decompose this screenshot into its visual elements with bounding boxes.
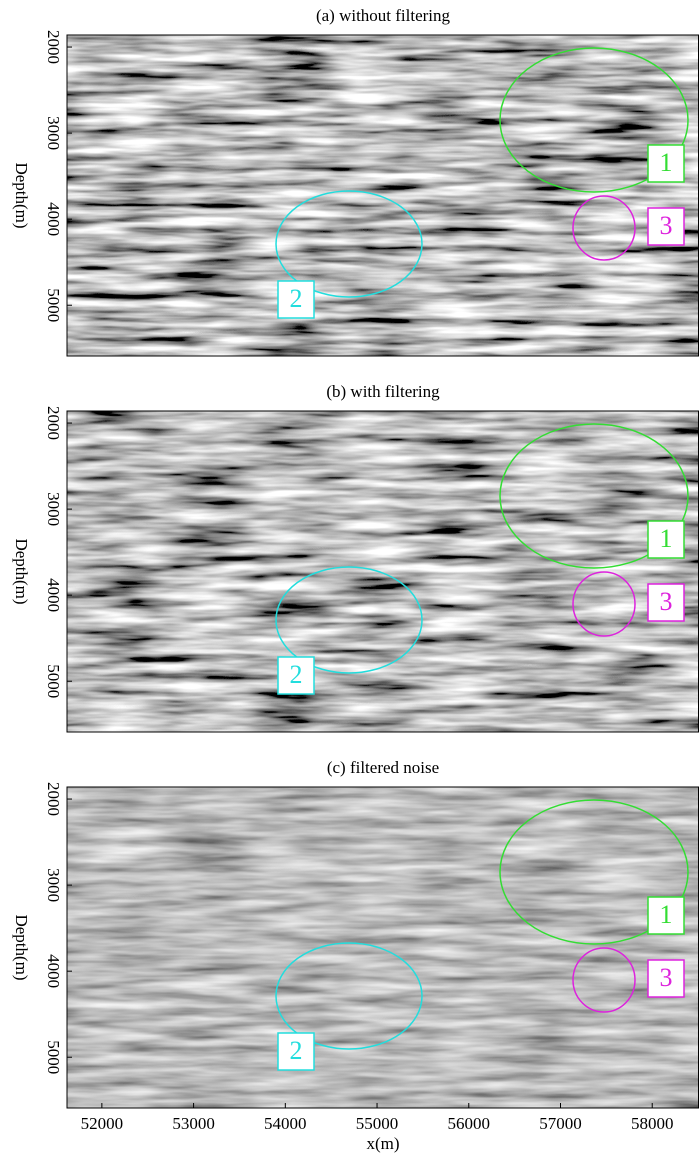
x-tick-label: 52000 bbox=[81, 1114, 124, 1133]
figure: (a) without filtering 2000 3000 4000 5000 Dep… bbox=[0, 0, 699, 1162]
y-tick-label: 5000 bbox=[44, 664, 63, 698]
panel-title: (b) with filtering bbox=[326, 382, 440, 401]
annotation-label: 2 bbox=[290, 1036, 303, 1065]
annotation-label: 1 bbox=[660, 900, 673, 929]
x-tick-label: 54000 bbox=[264, 1114, 307, 1133]
x-axis-label: x(m) bbox=[366, 1134, 399, 1153]
y-tick-label: 5000 bbox=[44, 1040, 63, 1074]
y-tick-label: 3000 bbox=[44, 492, 63, 526]
panel-title: (a) without filtering bbox=[316, 6, 451, 25]
panel-title: (c) filtered noise bbox=[327, 758, 439, 777]
annotation-label: 3 bbox=[660, 963, 673, 992]
y-axis-label: Depth(m) bbox=[12, 162, 31, 228]
y-tick-label: 4000 bbox=[44, 202, 63, 236]
x-tick-label: 53000 bbox=[172, 1114, 215, 1133]
annotation-label: 1 bbox=[660, 524, 673, 553]
page: {"chart_data": [ {"type": "image", "titl… bbox=[0, 0, 699, 1162]
y-tick-label: 2000 bbox=[44, 30, 63, 64]
annotation-label: 2 bbox=[290, 284, 303, 313]
x-tick-label: 58000 bbox=[631, 1114, 674, 1133]
y-tick-label: 4000 bbox=[44, 578, 63, 612]
y-tick-label: 2000 bbox=[44, 782, 63, 816]
annotation-label: 3 bbox=[660, 211, 673, 240]
y-tick-label: 3000 bbox=[44, 116, 63, 150]
annotation-label: 2 bbox=[290, 660, 303, 689]
y-tick-label: 3000 bbox=[44, 868, 63, 902]
annotation-label: 1 bbox=[660, 148, 673, 177]
y-axis-label: Depth(m) bbox=[12, 914, 31, 980]
y-tick-label: 4000 bbox=[44, 954, 63, 988]
annotation-label: 3 bbox=[660, 587, 673, 616]
y-tick-label: 5000 bbox=[44, 288, 63, 322]
x-tick-label: 57000 bbox=[539, 1114, 582, 1133]
y-axis-label: Depth(m) bbox=[12, 538, 31, 604]
x-tick-label: 55000 bbox=[356, 1114, 399, 1133]
y-tick-label: 2000 bbox=[44, 406, 63, 440]
x-tick-label: 56000 bbox=[448, 1114, 491, 1133]
